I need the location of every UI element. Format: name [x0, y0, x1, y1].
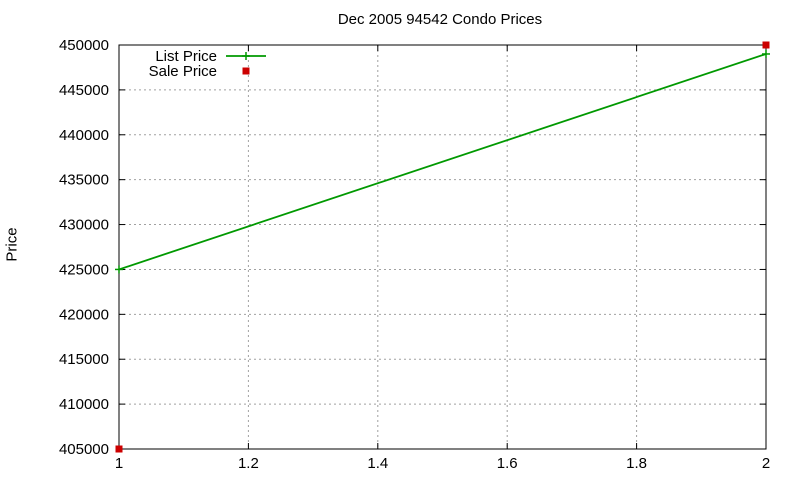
- y-tick-label: 410000: [59, 396, 109, 413]
- sale-price-point: [762, 41, 770, 49]
- y-tick-label: 430000: [59, 217, 109, 234]
- y-tick-label: 445000: [59, 82, 109, 99]
- x-tick-label: 1.2: [238, 455, 259, 472]
- y-tick-label: 405000: [59, 441, 109, 458]
- axis-ticks: 1 1.2 1.4 1.6 1.8 2 405000 410000 415000 420000 42…: [59, 37, 770, 472]
- x-tick-label: 1.8: [626, 455, 647, 472]
- y-tick-label: 450000: [59, 37, 109, 54]
- legend-marker-list-price: [242, 52, 250, 60]
- plot-frame: [118, 44, 767, 450]
- y-tick-label: 420000: [59, 306, 109, 323]
- list-price-point: [115, 265, 123, 274]
- grid: [119, 45, 766, 449]
- y-tick-label: 415000: [59, 351, 109, 368]
- y-tick-label: 425000: [59, 261, 109, 278]
- y-tick-label: 435000: [59, 172, 109, 189]
- legend-label-list-price: List Price: [155, 48, 217, 65]
- sale-price-point: [115, 445, 123, 453]
- legend-label-sale-price: Sale Price: [149, 63, 217, 80]
- y-tick-label: 440000: [59, 127, 109, 144]
- list-price-point: [762, 49, 770, 58]
- list-price-line: [118, 53, 767, 271]
- series: [115, 41, 770, 453]
- x-tick-label: 2: [762, 455, 770, 472]
- x-tick-label: 1.6: [497, 455, 518, 472]
- x-tick-label: 1: [115, 455, 123, 472]
- x-tick-label: 1.4: [367, 455, 388, 472]
- chart-title: Dec 2005 94542 Condo Prices: [337, 11, 543, 28]
- legend-marker-sale-price: [242, 67, 250, 75]
